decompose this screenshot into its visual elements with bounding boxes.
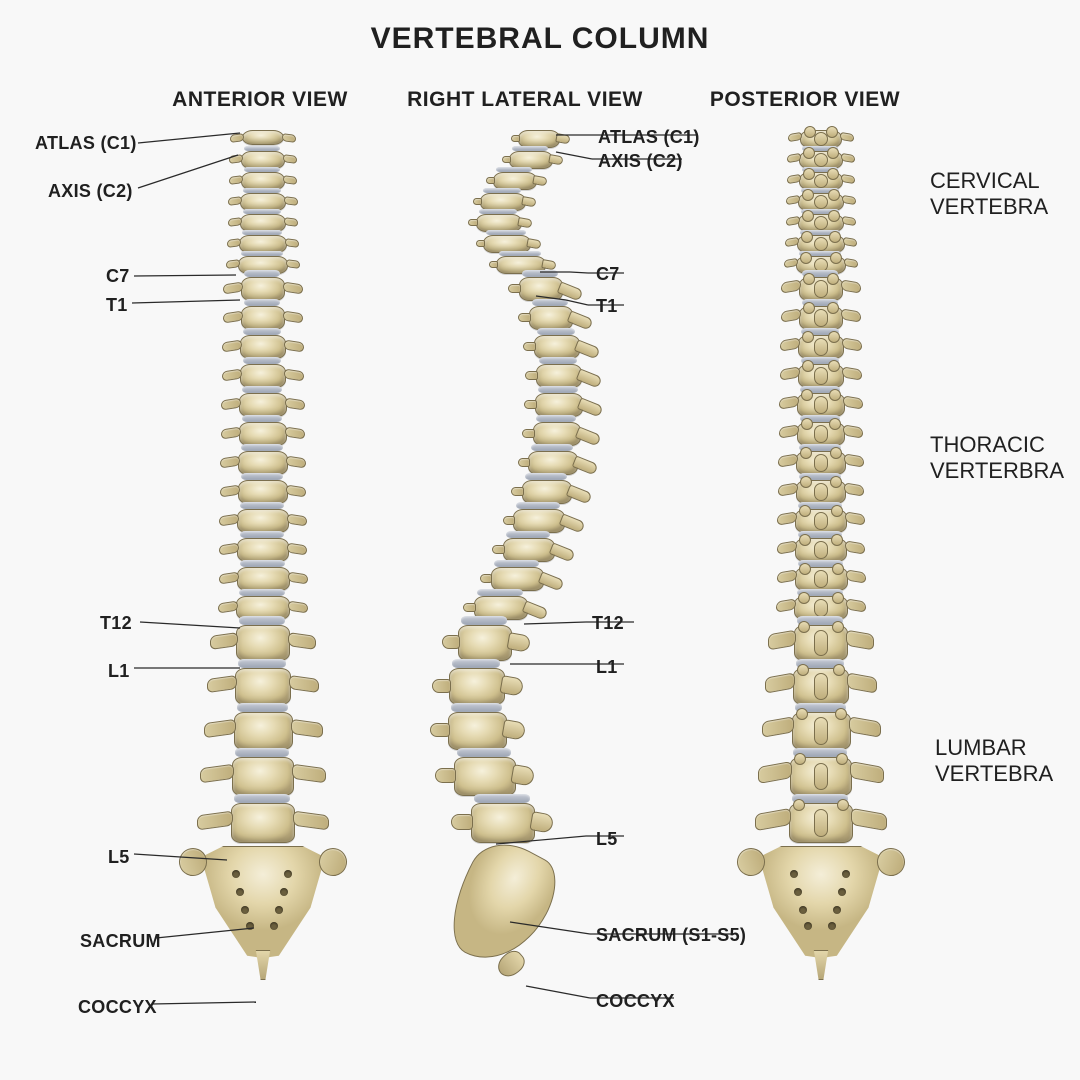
lumbar-vertebra <box>454 757 516 796</box>
lumbar-vertebra <box>232 757 294 796</box>
lumbar-vertebra <box>236 625 290 661</box>
label-lateral-axis: AXIS (C2) <box>598 152 683 170</box>
thoracic-vertebra <box>241 277 285 301</box>
label-anterior-l1: L1 <box>108 662 130 680</box>
thoracic-vertebra <box>238 480 288 504</box>
cervical-vertebra <box>242 130 284 145</box>
thoracic-vertebra <box>240 335 286 359</box>
label-anterior-t1: T1 <box>106 296 128 314</box>
thoracic-vertebra <box>237 567 290 591</box>
region-lumbar-line1: LUMBAR <box>935 735 1027 760</box>
thoracic-vertebra <box>239 422 288 446</box>
thoracic-vertebra <box>239 393 287 417</box>
heading-posterior: POSTERIOR VIEW <box>690 88 920 112</box>
lumbar-vertebra <box>458 625 512 661</box>
thoracic-vertebra <box>519 277 563 301</box>
thoracic-vertebra <box>529 306 574 330</box>
label-lateral-coccyx: COCCYX <box>596 992 675 1010</box>
thoracic-vertebra <box>534 335 580 359</box>
region-cervical-line2: VERTEBRA <box>930 194 1048 219</box>
lumbar-vertebra <box>448 712 507 750</box>
heading-anterior: ANTERIOR VIEW <box>150 88 370 112</box>
thoracic-vertebra <box>533 422 582 446</box>
region-cervical-line1: CERVICAL <box>930 168 1040 193</box>
sacrum <box>197 846 329 958</box>
thoracic-vertebra <box>528 451 577 475</box>
label-lateral-sacrum: SACRUM (S1-S5) <box>596 926 746 944</box>
region-cervical: CERVICAL VERTEBRA <box>930 168 1048 221</box>
label-anterior-t12: T12 <box>100 614 132 632</box>
label-anterior-coccyx: COCCYX <box>78 998 157 1016</box>
lumbar-vertebra <box>449 668 506 705</box>
region-thoracic-line2: VERTERBRA <box>930 458 1064 483</box>
label-lateral-atlas: ATLAS (C1) <box>598 128 700 146</box>
label-anterior-c7: C7 <box>106 267 130 285</box>
sacrum <box>433 830 569 978</box>
label-lateral-t1: T1 <box>596 297 618 315</box>
page-title: VERTEBRAL COLUMN <box>0 22 1080 56</box>
thoracic-vertebra <box>491 567 544 591</box>
label-anterior-axis: AXIS (C2) <box>48 182 133 200</box>
region-lumbar: LUMBAR VERTEBRA <box>935 735 1053 788</box>
thoracic-vertebra <box>536 364 583 388</box>
region-thoracic-line1: THORACIC <box>930 432 1045 457</box>
thoracic-vertebra <box>238 451 287 475</box>
thoracic-vertebra <box>503 538 555 562</box>
lumbar-vertebra <box>235 668 292 705</box>
region-thoracic: THORACIC VERTERBRA <box>930 432 1064 485</box>
thoracic-vertebra <box>241 306 286 330</box>
label-anterior-sacrum: SACRUM <box>80 932 161 950</box>
diagram-stage: VERTEBRAL COLUMN ANTERIOR VIEW RIGHT LAT… <box>0 0 1080 1080</box>
label-lateral-l5: L5 <box>596 830 618 848</box>
lumbar-vertebra <box>471 803 535 843</box>
heading-lateral: RIGHT LATERAL VIEW <box>395 88 655 112</box>
label-lateral-t12: T12 <box>592 614 624 632</box>
thoracic-vertebra <box>535 393 583 417</box>
label-lateral-l1: L1 <box>596 658 618 676</box>
sacrum <box>755 846 887 958</box>
thoracic-vertebra <box>513 509 564 533</box>
thoracic-vertebra <box>240 364 287 388</box>
label-lateral-c7: C7 <box>596 265 620 283</box>
label-anterior-l5: L5 <box>108 848 130 866</box>
region-lumbar-line2: VERTEBRA <box>935 761 1053 786</box>
thoracic-vertebra <box>522 480 572 504</box>
label-anterior-atlas: ATLAS (C1) <box>35 134 137 152</box>
lumbar-vertebra <box>234 712 293 750</box>
thoracic-vertebra <box>237 538 289 562</box>
thoracic-vertebra <box>237 509 288 533</box>
lumbar-vertebra <box>231 803 295 843</box>
